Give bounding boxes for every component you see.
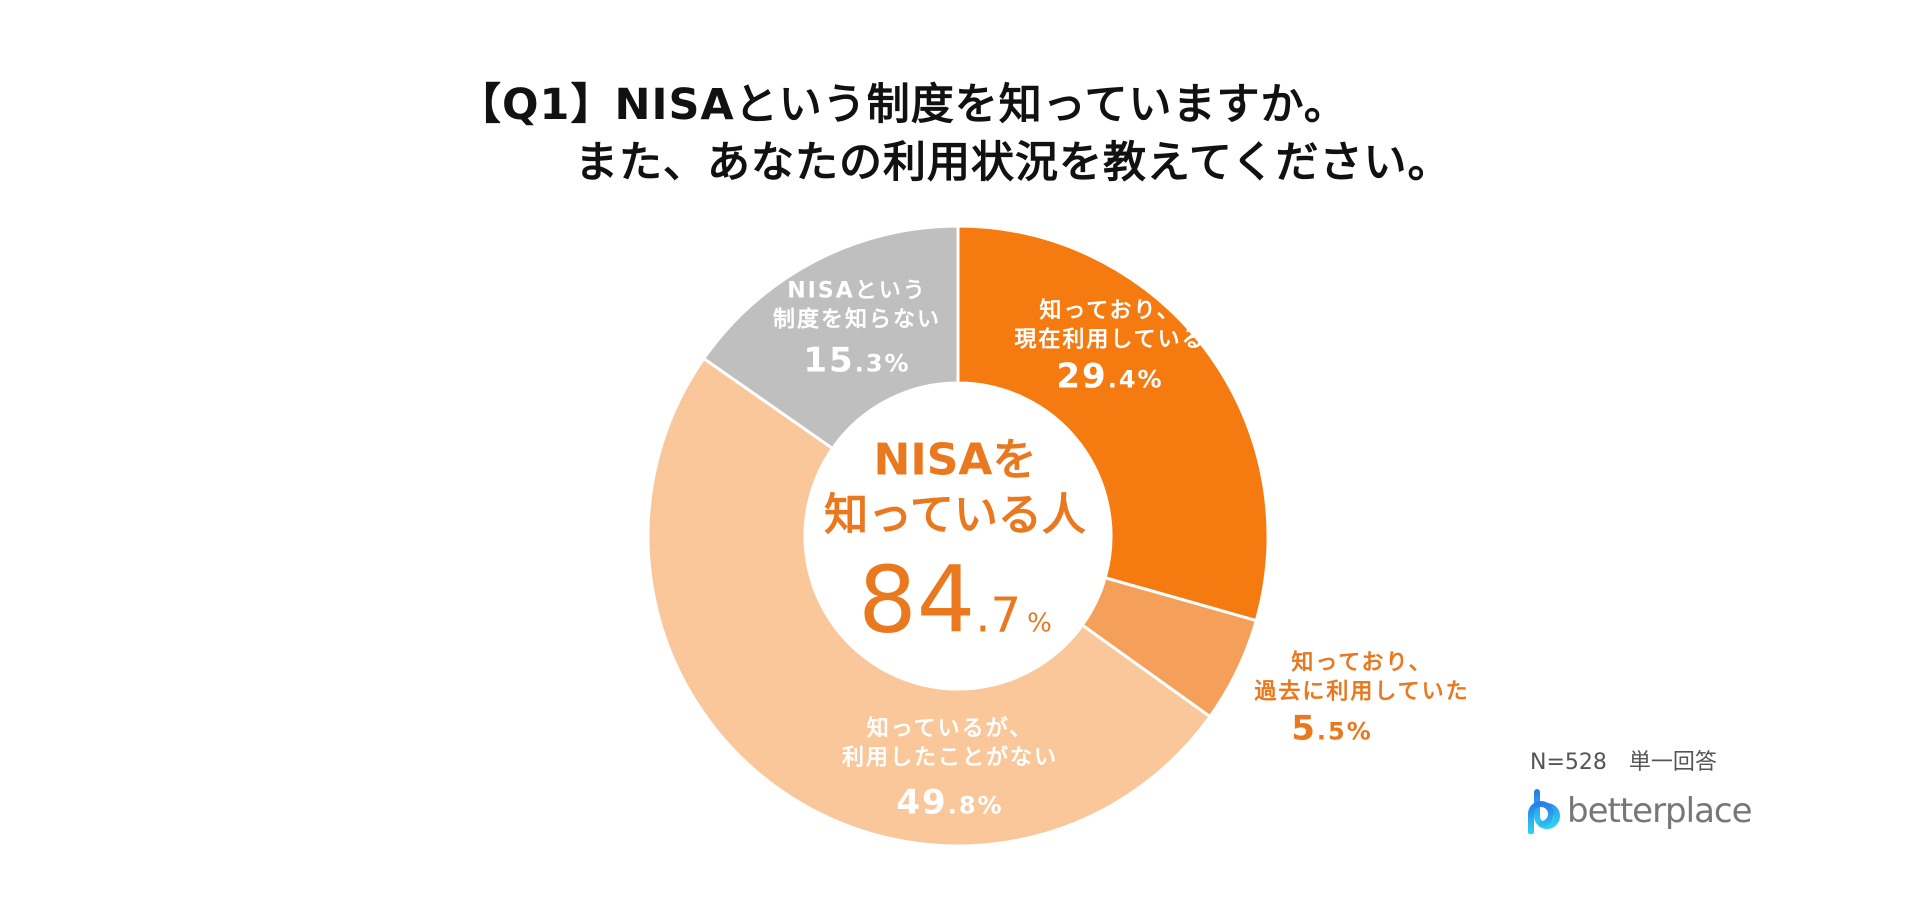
slice-label-current-users: 知っており、 現在利用している 29.4%	[1014, 297, 1205, 398]
slice-value: 5.5%	[1291, 708, 1373, 749]
sample-size-note: N=528 単一回答	[1530, 750, 1717, 775]
slice-label-line: 知っているが、	[866, 716, 1034, 742]
slice-label-line: 過去に利用していた	[1254, 678, 1470, 704]
donut-slice-2	[646, 356, 1213, 848]
center-line-1: NISAを	[873, 434, 1037, 486]
donut-center-label: NISAを 知っている人 84.7%	[824, 433, 1086, 658]
donut-slice-3	[701, 224, 960, 451]
slice-value: 15.3%	[803, 340, 911, 381]
logo-mark-icon	[1528, 789, 1560, 834]
slice-label-line: 現在利用している	[1014, 326, 1206, 352]
slice-value: 29.4%	[1056, 356, 1164, 397]
slice-label-past-users: 知っており、 過去に利用していた 5.5%	[1254, 649, 1469, 750]
slice-label-line: NISAという	[787, 278, 927, 304]
slice-value: 49.8%	[896, 782, 1004, 823]
betterplace-logo: betterplace	[1525, 788, 1753, 834]
slice-label-line: 利用したことがない	[841, 744, 1059, 770]
donut-slice-0	[956, 224, 1270, 623]
slice-label-line: 知っており、	[1039, 298, 1181, 324]
logo-text: betterplace	[1567, 791, 1753, 831]
chart-title-line-2: また、あなたの利用状況を教えてください。	[575, 138, 1452, 188]
slice-label-line: 知っており、	[1291, 650, 1433, 676]
slice-label-unaware: NISAという 制度を知らない 15.3%	[773, 277, 941, 382]
center-line-2: 知っている人	[824, 489, 1086, 541]
center-value: 84.7%	[858, 546, 1052, 654]
chart-title-line-1: 【Q1】NISAという制度を知っていますか。	[458, 80, 1348, 130]
slice-label-line: 制度を知らない	[772, 306, 942, 332]
slice-label-never-used: 知っているが、 利用したことがない 49.8%	[842, 715, 1058, 824]
